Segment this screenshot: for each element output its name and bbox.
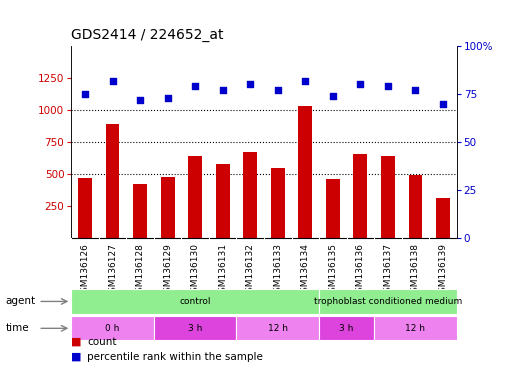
Text: ■: ■ xyxy=(71,352,82,362)
Text: GSM136127: GSM136127 xyxy=(108,243,117,298)
Text: count: count xyxy=(87,337,117,347)
Bar xyxy=(71,316,154,341)
Text: GSM136139: GSM136139 xyxy=(438,243,447,298)
Bar xyxy=(353,154,367,238)
Bar xyxy=(188,156,202,238)
Point xyxy=(328,93,337,99)
Text: GSM136132: GSM136132 xyxy=(246,243,254,298)
Text: GSM136128: GSM136128 xyxy=(136,243,145,298)
Text: GSM136135: GSM136135 xyxy=(328,243,337,298)
Bar xyxy=(71,290,319,313)
Point xyxy=(108,78,117,84)
Bar xyxy=(271,168,285,238)
Text: ■: ■ xyxy=(71,337,82,347)
Text: GSM136137: GSM136137 xyxy=(383,243,392,298)
Bar xyxy=(298,106,312,238)
Text: 0 h: 0 h xyxy=(106,324,120,333)
Point xyxy=(246,81,254,88)
Text: GSM136131: GSM136131 xyxy=(218,243,227,298)
Bar xyxy=(436,199,450,238)
Bar xyxy=(319,290,457,313)
Text: 3 h: 3 h xyxy=(188,324,202,333)
Bar xyxy=(319,316,374,341)
Point xyxy=(384,83,392,89)
Text: GSM136129: GSM136129 xyxy=(163,243,172,298)
Point xyxy=(274,87,282,93)
Bar xyxy=(106,124,119,238)
Bar xyxy=(78,178,92,238)
Point xyxy=(191,83,200,89)
Text: GSM136138: GSM136138 xyxy=(411,243,420,298)
Text: 12 h: 12 h xyxy=(406,324,426,333)
Text: 3 h: 3 h xyxy=(340,324,354,333)
Text: GSM136126: GSM136126 xyxy=(81,243,90,298)
Point xyxy=(356,81,364,88)
Bar xyxy=(374,316,457,341)
Point xyxy=(219,87,227,93)
Bar xyxy=(381,156,395,238)
Point xyxy=(164,95,172,101)
Text: GSM136133: GSM136133 xyxy=(274,243,282,298)
Point xyxy=(411,87,420,93)
Bar xyxy=(326,179,340,238)
Point xyxy=(439,101,447,107)
Bar xyxy=(154,316,237,341)
Point xyxy=(81,91,89,97)
Point xyxy=(136,97,144,103)
Text: control: control xyxy=(180,297,211,306)
Bar xyxy=(216,164,230,238)
Text: agent: agent xyxy=(5,296,35,306)
Point xyxy=(301,78,309,84)
Bar xyxy=(133,184,147,238)
Text: 12 h: 12 h xyxy=(268,324,288,333)
Text: GDS2414 / 224652_at: GDS2414 / 224652_at xyxy=(71,28,224,42)
Bar xyxy=(161,177,175,238)
Bar xyxy=(243,152,257,238)
Text: GSM136136: GSM136136 xyxy=(356,243,365,298)
Bar xyxy=(409,175,422,238)
Text: GSM136134: GSM136134 xyxy=(301,243,310,298)
Text: time: time xyxy=(5,323,29,333)
Text: percentile rank within the sample: percentile rank within the sample xyxy=(87,352,263,362)
Text: trophoblast conditioned medium: trophoblast conditioned medium xyxy=(314,297,462,306)
Bar xyxy=(237,316,319,341)
Text: GSM136130: GSM136130 xyxy=(191,243,200,298)
